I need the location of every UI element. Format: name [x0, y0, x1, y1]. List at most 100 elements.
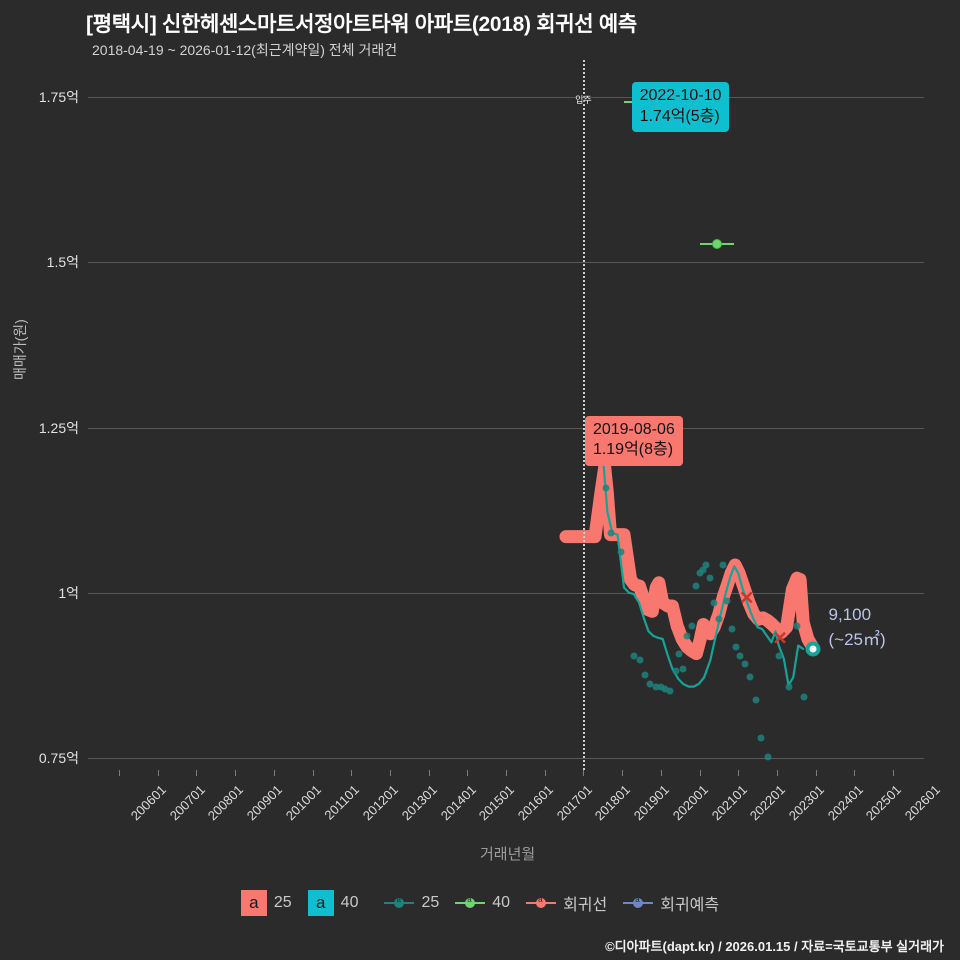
scatter-point-25[interactable] [672, 667, 679, 675]
scatter-point-25[interactable] [692, 582, 700, 590]
x-tick-label: 200701 [166, 782, 208, 824]
x-tick-label: 201901 [630, 782, 673, 824]
scatter-point-25[interactable] [775, 652, 783, 660]
endpoint-value: 9,100 [828, 604, 872, 624]
tooltip-low-date: 2019-08-06 [592, 420, 675, 438]
legend-item-marker-25[interactable]: 25 [384, 894, 439, 912]
tooltip-low[interactable]: 2019-08-06 1.19억(8층) [584, 415, 683, 466]
legend-item-marker-forecast[interactable]: 회귀예측 [623, 891, 719, 915]
gridline [88, 97, 924, 98]
scatter-point-25[interactable] [646, 680, 654, 688]
x-tick-label: 202501 [863, 782, 905, 824]
x-tick [854, 770, 856, 776]
scatter-point-25[interactable] [630, 652, 638, 660]
scatter-point-25[interactable] [696, 569, 703, 577]
forecast-x-marker [774, 631, 786, 644]
legend-label: 회귀선 [563, 897, 608, 914]
series-layer [559, 460, 819, 688]
scatter-point-25[interactable] [688, 622, 696, 630]
scatter-point-25[interactable] [666, 687, 674, 695]
scatter-point-25[interactable] [752, 696, 760, 704]
x-tick-label: 202201 [746, 782, 789, 824]
x-tick-label: 201801 [592, 782, 634, 824]
plot-area: 1.75억 1.5억 1.25억 1억 0.75억 200601 200701 200801… [39, 60, 943, 823]
x-tick [351, 770, 353, 776]
scatter-point-25[interactable] [764, 753, 772, 761]
x-tick-label: 201701 [553, 782, 595, 824]
page-title: [평택시] 신한헤센스마트서정아트타워 아파트(2018) 회귀선 예측 [86, 13, 637, 36]
scatter-point-25[interactable] [657, 683, 665, 691]
scatter-point-25[interactable] [641, 671, 649, 679]
scatter-point-25[interactable] [732, 643, 740, 651]
y-tick-label: 1억 [58, 584, 79, 601]
scatter-point-25[interactable] [683, 632, 691, 640]
regression-band [559, 460, 819, 661]
chart-legend: a 25 a 40 25 40 회귀선 회귀예측 [0, 886, 960, 920]
scatter-point-25[interactable] [702, 561, 710, 569]
scatter-point-25[interactable] [675, 650, 683, 658]
legend-marker-icon [623, 895, 654, 910]
x-tick [893, 770, 894, 776]
x-tick [273, 770, 275, 776]
x-tick [312, 770, 314, 776]
scatter-point-25[interactable] [652, 683, 660, 691]
scatter-point-25[interactable] [661, 685, 669, 693]
legend-item-marker-40[interactable]: 40 [455, 894, 510, 912]
tooltip-high-date: 2022-10-10 [639, 87, 722, 105]
scatter-point-25[interactable] [715, 615, 723, 623]
scatter-point-25[interactable] [679, 665, 687, 673]
legend-item-swatch-40[interactable]: a 40 [307, 890, 358, 916]
scatter-point-25[interactable] [728, 625, 736, 633]
x-tick-label: 200801 [205, 782, 247, 824]
scatter-point-25[interactable] [602, 484, 610, 492]
y-tick-label: 0.75억 [38, 750, 79, 766]
scatter-point-25[interactable] [746, 673, 754, 681]
forecast-x-marker [740, 591, 753, 604]
scatter-point-25[interactable] [636, 656, 643, 664]
scatter-point-25[interactable] [723, 597, 731, 605]
x-tick-label: 201101 [320, 782, 362, 823]
scatter-point-25[interactable] [757, 734, 765, 742]
y-tick-label: 1.5억 [46, 254, 79, 271]
legend-item-marker-regression[interactable]: 회귀선 [526, 891, 607, 915]
x-tick-label: 202401 [824, 782, 866, 824]
legend-swatch-icon: a [307, 890, 334, 916]
x-tick [157, 770, 159, 776]
scatter-point-25[interactable] [617, 548, 625, 556]
page-subtitle: 2018-04-19 ~ 2026-01-12(최근계약일) 전체 거래건 [92, 42, 398, 58]
x-tick-label: 201501 [476, 782, 518, 824]
endpoint-marker[interactable] [805, 641, 820, 657]
x-tick-label: 201001 [282, 782, 324, 824]
scatter-point-25[interactable] [706, 574, 714, 582]
x-tick-label: 201301 [398, 782, 440, 824]
scatter-point-25[interactable] [785, 683, 792, 691]
legend-label: 40 [492, 894, 511, 911]
y-axis-label: 매매가(원) [12, 319, 28, 380]
scatter-point-25[interactable] [736, 652, 744, 660]
gridline [88, 758, 924, 759]
x-tick [467, 770, 469, 776]
x-tick [119, 770, 120, 776]
scatter-point-25[interactable] [800, 693, 808, 701]
scatter-point-25[interactable] [741, 660, 749, 668]
x-axis-label: 거래년월 [480, 846, 536, 863]
legend-marker-icon [455, 895, 486, 910]
scatter-point-25[interactable] [793, 622, 801, 630]
legend-marker-icon [526, 895, 557, 910]
scatter-point-40[interactable] [711, 238, 722, 249]
gridline [88, 592, 924, 594]
x-tick [389, 770, 391, 776]
x-tick [428, 770, 430, 776]
legend-swatch-icon: a [240, 890, 267, 916]
scatter-point-25[interactable] [719, 561, 727, 569]
tooltip-high[interactable]: 2022-10-10 1.74억(5층) [631, 82, 730, 133]
legend-marker-icon [384, 895, 415, 910]
legend-item-swatch-25[interactable]: a 25 [240, 890, 292, 916]
scatter-point-25[interactable] [607, 529, 615, 537]
x-tick-label: 201201 [359, 782, 402, 824]
x-tick [699, 770, 701, 776]
x-tick [544, 770, 546, 776]
scatter-point-25[interactable] [710, 599, 718, 607]
scatter-point-25[interactable] [699, 566, 707, 574]
